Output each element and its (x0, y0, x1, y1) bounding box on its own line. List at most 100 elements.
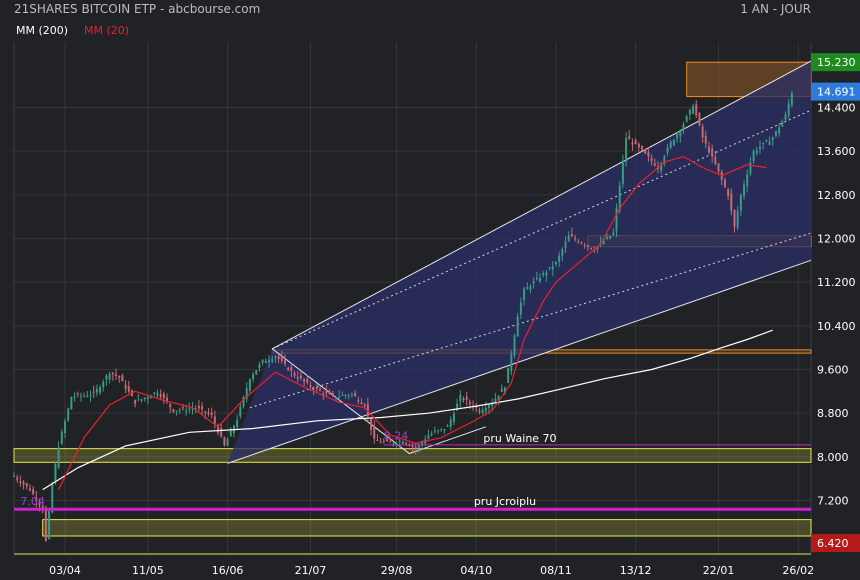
candles (13, 90, 793, 542)
candle-body-193 (628, 136, 631, 140)
legend-ma20: MM (20) (84, 24, 129, 37)
candle-body-217 (704, 135, 707, 144)
candle-body-201 (653, 163, 656, 166)
legend-ma200: MM (200) (16, 24, 68, 37)
candle-body-223 (723, 179, 726, 188)
candle-body-101 (334, 397, 337, 399)
candle-body-234 (759, 146, 761, 150)
candle-body-53 (181, 407, 184, 409)
candle-body-153 (500, 388, 503, 392)
candle-body-230 (746, 174, 749, 187)
candle-body-61 (207, 412, 210, 415)
candle-body-17 (67, 408, 70, 421)
candle-body-3 (22, 481, 25, 485)
candle-body-92 (306, 379, 309, 383)
candle-body-186 (605, 237, 608, 239)
candle-body-179 (583, 244, 586, 246)
period-label: 1 AN - JOUR (740, 2, 811, 16)
candle-body-130 (427, 435, 430, 439)
price-badge-bg-high (811, 53, 860, 72)
candle-body-19 (73, 396, 76, 398)
candle-body-89 (296, 377, 299, 379)
candle-body-28 (102, 381, 105, 388)
candle-body-35 (124, 384, 127, 389)
x-tick-08/11: 08/11 (540, 564, 572, 577)
candle-body-158 (516, 316, 519, 337)
candle-body-214 (695, 104, 698, 116)
candle-body-207 (672, 139, 675, 146)
candle-body-243 (787, 103, 790, 116)
candle-body-224 (727, 189, 730, 197)
candle-body-91 (303, 378, 306, 382)
candle-body-87 (290, 367, 293, 371)
candle-body-210 (682, 124, 685, 130)
candle-body-212 (688, 109, 691, 115)
candle-body-63 (213, 416, 216, 424)
candle-body-200 (650, 157, 653, 162)
candle-body-15 (60, 432, 63, 444)
candle-body-218 (707, 146, 710, 153)
ma200-line (42, 329, 773, 491)
candle-body-180 (586, 245, 589, 247)
candle-body-229 (743, 184, 746, 197)
annotation-2: pru Waine 70 (483, 432, 556, 445)
candle-body-14 (57, 447, 60, 468)
candle-body-174 (567, 235, 570, 242)
candle-body-105 (347, 395, 350, 397)
candle-body-239 (774, 131, 777, 136)
candle-body-55 (188, 408, 191, 410)
candle-body-185 (602, 241, 605, 244)
candle-body-96 (319, 389, 322, 391)
price-badge-low: 6.420 (817, 537, 849, 550)
chart-title: 21SHARES BITCOIN ETP - abcbourse.com (14, 2, 260, 16)
candle-body-11 (48, 511, 51, 539)
candle-body-99 (328, 391, 331, 395)
candle-body-113 (373, 425, 376, 439)
candle-body-159 (519, 302, 522, 315)
candle-body-146 (478, 410, 481, 412)
candle-body-232 (752, 150, 755, 162)
y-tick-12.800: 12.800 (817, 189, 856, 202)
price-badge-high: 15.230 (817, 56, 856, 69)
candle-body-34 (121, 375, 124, 382)
candle-body-211 (685, 116, 688, 122)
candle-body-94 (312, 388, 315, 390)
y-tick-8.000: 8.000 (817, 451, 849, 464)
candle-body-120 (395, 443, 398, 446)
candle-body-149 (488, 405, 491, 408)
candle-body-119 (392, 443, 395, 445)
candle-body-82 (274, 356, 277, 359)
candle-body-97 (322, 393, 325, 395)
candle-body-147 (481, 409, 484, 413)
candle-body-41 (143, 397, 146, 400)
candle-body-152 (497, 395, 500, 401)
candle-body-76 (255, 370, 258, 375)
candle-body-46 (159, 394, 162, 397)
candle-body-100 (331, 393, 334, 396)
y-tick-12.000: 12.000 (817, 233, 856, 246)
candle-body-78 (261, 359, 264, 364)
candle-body-31 (111, 372, 114, 375)
candle-body-51 (175, 410, 178, 412)
candle-body-90 (299, 375, 302, 379)
candle-body-114 (376, 440, 379, 442)
candle-body-50 (172, 409, 175, 412)
candle-body-154 (503, 387, 506, 393)
candle-body-226 (733, 210, 736, 227)
candle-body-88 (293, 373, 296, 376)
candle-body-33 (118, 376, 121, 378)
candle-body-40 (140, 399, 143, 401)
candle-body-86 (287, 367, 290, 371)
candle-body-36 (127, 386, 130, 392)
candle-body-73 (245, 388, 248, 399)
candle-body-0 (13, 475, 15, 477)
candle-body-237 (768, 141, 771, 145)
candle-body-125 (411, 445, 414, 447)
candle-body-21 (79, 395, 82, 397)
candle-body-60 (204, 411, 207, 413)
candle-body-139 (456, 403, 459, 411)
candle-body-155 (507, 367, 510, 383)
candle-body-16 (64, 420, 66, 434)
candle-body-67 (226, 439, 229, 446)
candle-body-236 (765, 140, 768, 142)
